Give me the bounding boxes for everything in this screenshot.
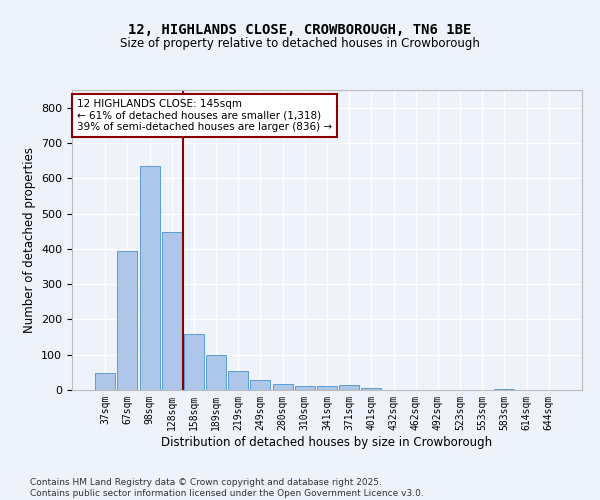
Text: Size of property relative to detached houses in Crowborough: Size of property relative to detached ho… <box>120 38 480 51</box>
Bar <box>361 388 382 390</box>
Bar <box>250 380 271 390</box>
Text: Contains HM Land Registry data © Crown copyright and database right 2025.
Contai: Contains HM Land Registry data © Crown c… <box>30 478 424 498</box>
Y-axis label: Number of detached properties: Number of detached properties <box>23 147 35 333</box>
Bar <box>295 386 315 390</box>
Bar <box>184 334 204 390</box>
Bar <box>228 370 248 390</box>
Bar <box>206 354 226 390</box>
Bar <box>494 388 514 390</box>
Bar <box>162 232 182 390</box>
Bar <box>272 384 293 390</box>
Bar <box>95 373 115 390</box>
Bar <box>118 252 137 390</box>
Bar <box>339 386 359 390</box>
Text: 12, HIGHLANDS CLOSE, CROWBOROUGH, TN6 1BE: 12, HIGHLANDS CLOSE, CROWBOROUGH, TN6 1B… <box>128 22 472 36</box>
Bar <box>140 166 160 390</box>
Text: 12 HIGHLANDS CLOSE: 145sqm
← 61% of detached houses are smaller (1,318)
39% of s: 12 HIGHLANDS CLOSE: 145sqm ← 61% of deta… <box>77 99 332 132</box>
X-axis label: Distribution of detached houses by size in Crowborough: Distribution of detached houses by size … <box>161 436 493 448</box>
Bar <box>317 386 337 390</box>
